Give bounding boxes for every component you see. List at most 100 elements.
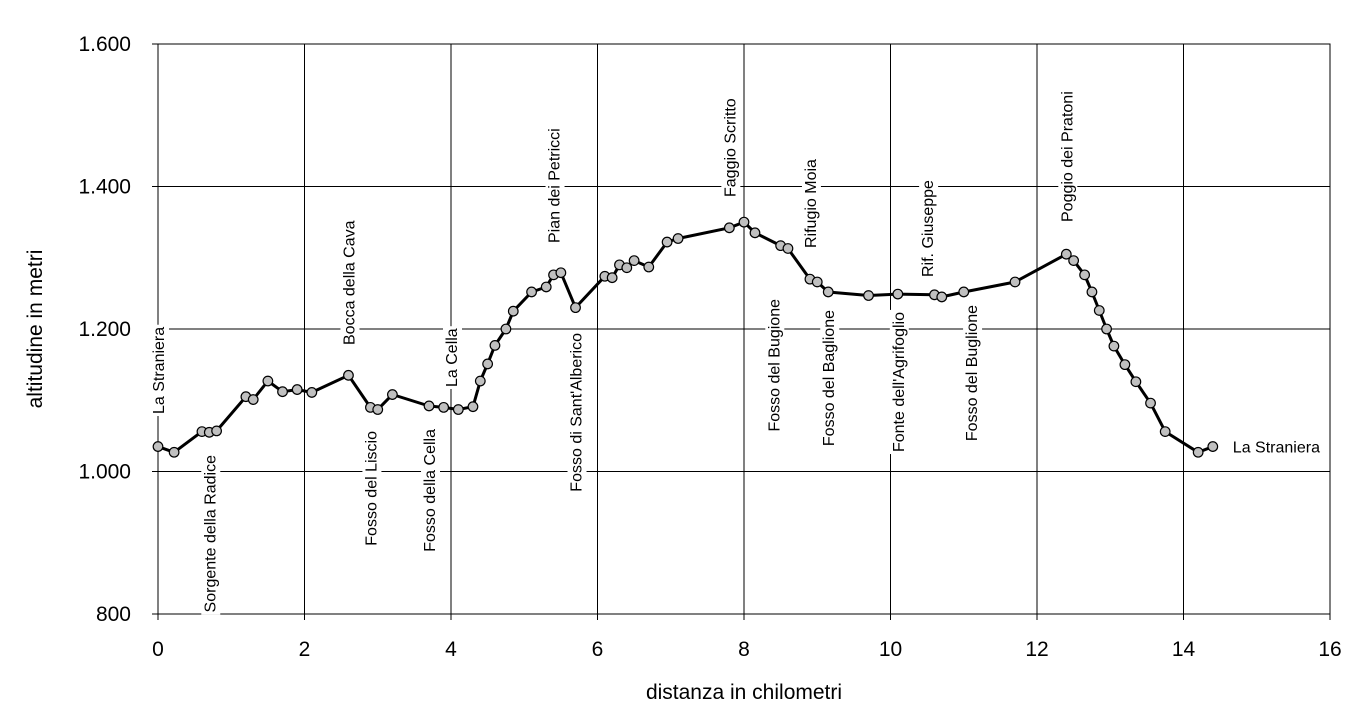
annotation-background xyxy=(963,302,983,444)
elevation-point xyxy=(936,291,948,303)
elevation-point xyxy=(628,255,640,267)
annotation-background xyxy=(150,324,169,416)
annotation-background xyxy=(201,452,221,615)
annotation-background xyxy=(889,309,909,455)
elevation-point xyxy=(482,358,494,370)
elevation-point xyxy=(1086,286,1098,298)
gridlines xyxy=(152,43,1331,620)
elevation-point xyxy=(1159,426,1171,438)
elevation-point xyxy=(452,404,464,415)
elevation-point xyxy=(489,339,501,351)
annotation-background xyxy=(421,426,441,554)
annotation-label: Rifugio Moia xyxy=(803,159,820,248)
elevation-point xyxy=(152,441,164,452)
elevation-point xyxy=(277,386,288,398)
annotation-label: Poggio dei Pratoni xyxy=(1059,91,1076,222)
x-axis-title: distanza in chilometri xyxy=(646,681,842,704)
elevation-point xyxy=(822,286,834,298)
elevation-point xyxy=(372,404,384,415)
x-tick-label: 14 xyxy=(1172,638,1196,661)
elevation-point xyxy=(621,262,633,274)
y-tick-label: 1.000 xyxy=(78,461,131,484)
elevation-point xyxy=(738,216,750,228)
elevation-point xyxy=(811,276,823,288)
annotation-background xyxy=(919,177,939,279)
place-annotations: La Straniera Sorgente della Radice Bocca d… xyxy=(150,89,1320,615)
annotation-background xyxy=(820,307,840,449)
elevation-point xyxy=(262,375,274,387)
annotation-label: La Straniera xyxy=(151,327,168,414)
annotation-background xyxy=(721,96,741,199)
elevation-point xyxy=(387,389,398,400)
y-tick-label: 1.200 xyxy=(78,318,131,341)
elevation-point xyxy=(643,261,655,273)
elevation-point xyxy=(1119,359,1131,371)
x-tick-label: 2 xyxy=(299,638,311,661)
annotation-label: Bocca della Cava xyxy=(341,220,358,345)
elevation-point xyxy=(423,400,435,412)
elevation-point xyxy=(500,323,512,335)
annotation-background xyxy=(765,296,785,434)
annotation-background xyxy=(545,126,565,245)
annotation-background xyxy=(443,326,462,389)
elevation-point xyxy=(863,290,874,301)
annotation-label: Fosso del Buglione xyxy=(964,305,981,441)
elevation-point xyxy=(1130,376,1142,388)
elevation-point xyxy=(291,384,303,395)
elevation-point xyxy=(211,425,223,437)
annotation-label: Fosso di Sant'Alberico xyxy=(569,333,586,492)
elevation-point xyxy=(1093,305,1105,316)
elevation-point xyxy=(526,286,537,298)
annotation-background xyxy=(567,330,587,494)
x-tick-label: 6 xyxy=(592,638,604,661)
elevation-point xyxy=(1079,269,1091,281)
x-tick-label: 12 xyxy=(1025,638,1048,661)
elevation-point xyxy=(474,375,486,387)
y-tick-label: 1.600 xyxy=(78,33,131,56)
annotation-label: Rif. Giuseppe xyxy=(920,180,937,277)
elevation-point xyxy=(555,267,567,279)
elevation-point xyxy=(723,222,735,234)
elevation-point xyxy=(168,446,180,458)
annotation-label: Fosso del Bugione xyxy=(766,299,783,432)
annotation-label: Fosso della Cella xyxy=(422,429,439,552)
annotation-background xyxy=(362,428,382,548)
annotation-label: La Straniera xyxy=(1233,440,1320,457)
elevation-point xyxy=(958,286,970,298)
elevation-point xyxy=(672,233,684,244)
axis-tick-labels: 0 2 4 6 8 10 12 14 16 800 1.000 1.200 1.400 1.600 xyxy=(78,33,1341,661)
annotation-label: Fonte dell'Agrifoglio xyxy=(891,312,908,452)
annotation-label: Pian dei Petricci xyxy=(547,128,564,243)
elevation-point xyxy=(1108,340,1120,352)
x-tick-label: 16 xyxy=(1318,638,1341,661)
elevation-point xyxy=(1101,323,1112,335)
y-axis-title: altitudine in metri xyxy=(24,250,47,409)
elevation-point xyxy=(1060,248,1072,260)
elevation-point xyxy=(782,243,794,254)
elevation-point xyxy=(467,401,479,413)
y-tick-label: 800 xyxy=(96,603,131,626)
elevation-point xyxy=(661,236,673,248)
elevation-point xyxy=(247,394,259,405)
elevation-point xyxy=(606,272,618,284)
elevation-line xyxy=(157,220,1214,454)
elevation-point xyxy=(1068,255,1080,267)
annotation-label: Faggio Scritto xyxy=(722,98,739,197)
annotation-label: La Cella xyxy=(444,328,461,387)
annotation-label: Fosso del Baglione xyxy=(821,310,838,446)
elevation-point xyxy=(306,387,318,398)
elevation-point xyxy=(749,227,761,239)
x-tick-label: 10 xyxy=(879,638,902,661)
elevation-point xyxy=(343,369,354,381)
x-tick-label: 4 xyxy=(445,638,457,661)
elevation-point xyxy=(1192,446,1204,458)
elevation-point xyxy=(540,281,552,293)
elevation-point xyxy=(1207,441,1219,452)
annotation-background xyxy=(1058,89,1078,224)
elevation-point xyxy=(507,305,519,317)
annotation-background xyxy=(801,156,821,250)
y-tick-label: 1.400 xyxy=(78,176,131,199)
elevation-point xyxy=(1145,397,1156,409)
annotation-label: Fosso del Liscio xyxy=(363,431,380,546)
